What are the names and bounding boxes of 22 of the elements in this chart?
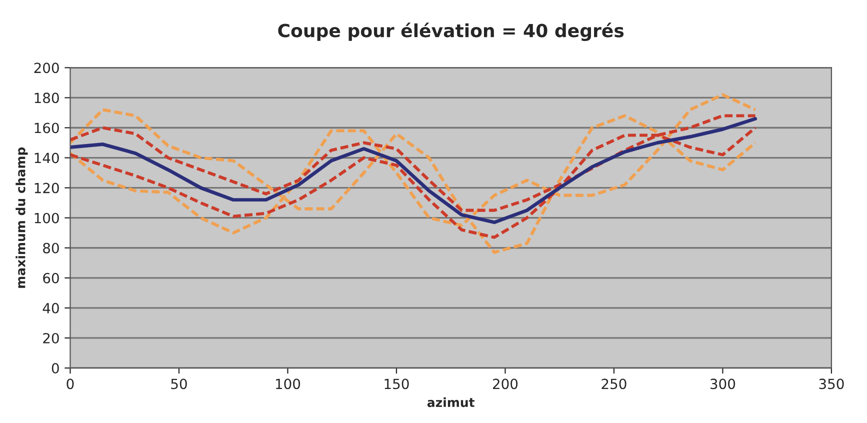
y-tick-label: 160	[34, 122, 59, 134]
x-tick-label: 50	[171, 378, 187, 390]
x-tick-label: 150	[384, 378, 409, 390]
y-tick-label: 120	[34, 182, 59, 194]
x-tick-label: 300	[710, 378, 736, 390]
x-tick-label: 350	[819, 378, 844, 390]
y-tick-label: 80	[43, 242, 59, 254]
x-tick-label: 250	[602, 378, 626, 390]
y-tick-label: 20	[43, 332, 59, 344]
chart-title: Coupe pour élévation = 40 degrés	[278, 22, 624, 42]
x-tick-label: 100	[276, 378, 300, 390]
y-tick-label: 180	[34, 92, 59, 104]
y-tick-label: 200	[34, 62, 59, 74]
y-tick-label: 0	[52, 362, 59, 374]
y-tick-label: 60	[43, 272, 59, 284]
x-axis-title: azimut	[427, 397, 474, 408]
y-axis-title: maximum du champ	[16, 147, 28, 288]
y-tick-label: 140	[34, 152, 59, 164]
x-tick-label: 0	[66, 378, 74, 390]
y-tick-label: 40	[42, 302, 59, 314]
x-tick-label: 200	[492, 378, 518, 390]
y-tick-label: 100	[34, 212, 59, 224]
